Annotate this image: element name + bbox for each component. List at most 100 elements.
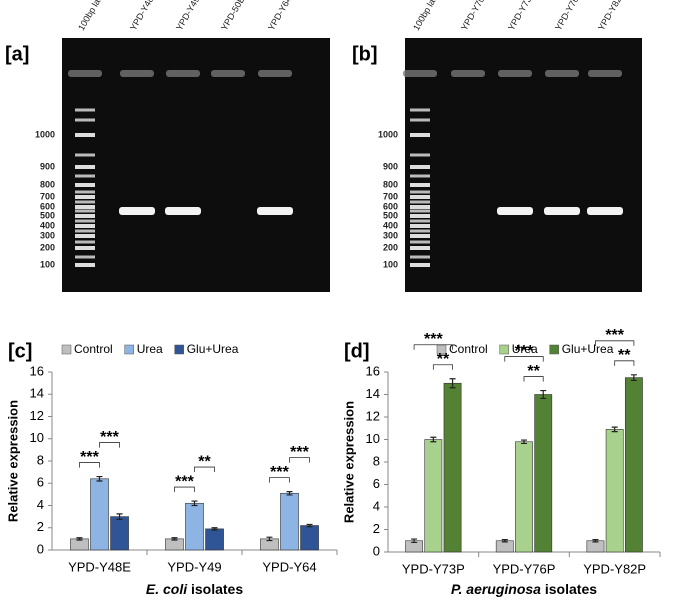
legend-label: Urea [512,342,538,356]
ladder-band [75,200,95,204]
marker-label: 1000 [378,129,398,139]
x-axis-label: P. aeruginosa isolates [451,581,597,597]
x-tick-label: YPD-Y48E [68,559,131,574]
significance-bracket [432,364,453,370]
x-axis-label-text: isolates [191,581,243,597]
x-axis-label-italic: E. coli [146,581,188,597]
ladder-band [410,214,430,218]
legend-label: Control [449,342,488,356]
x-tick-label: YPD-Y73P [402,561,465,576]
significance-bracket [194,466,215,473]
significance-bracket [595,340,635,346]
ladder-band [410,183,430,187]
significance-bracket [413,344,453,350]
significance-bracket [523,376,544,382]
error-bar [449,378,456,389]
lane-label: YPD-Y82P [596,0,626,32]
lane-label: 100bp ladder [411,0,446,32]
y-tick-label: 2 [37,519,44,534]
lane-label: YPD-50E [219,0,246,32]
significance-bracket [99,442,120,448]
significance-bracket [269,477,290,483]
legend-swatch [499,344,509,355]
ladder-band [410,246,430,250]
error-bar [211,527,218,531]
marker-label: 200 [40,242,55,252]
error-bar [521,439,527,445]
error-bar [592,539,599,543]
marker-label: 400 [40,220,55,230]
bar [534,394,553,553]
gel-a-background [62,38,330,292]
marker-label: 300 [40,230,55,240]
error-bar [306,523,313,528]
legend-label: Glu+Urea [187,342,239,356]
x-axis-label: E. coli isolates [146,581,243,597]
dna-band [587,207,623,215]
marker-label: 100 [40,259,55,269]
legend-swatch [174,344,184,355]
dna-band [497,207,533,215]
significance-label: ** [527,363,540,380]
y-tick-label: 16 [30,363,44,378]
error-bar [266,536,273,542]
y-tick-label: 8 [373,453,380,468]
lane-label: YPD-Y70P [459,0,489,32]
ladder-band [410,219,430,223]
ladder-band [410,205,430,209]
gel-well [403,70,437,77]
dna-band [119,207,155,215]
significance-bracket [504,356,544,362]
legend-swatch [61,344,72,355]
error-bar [286,490,293,496]
marker-label: 800 [40,179,55,189]
panel-label: [c] [8,340,32,362]
marker-label: 600 [40,201,55,211]
bar [110,516,129,551]
y-tick-label: 6 [37,475,44,490]
significance-bracket [614,360,635,366]
ladder-band [75,219,95,223]
error-bar [96,475,103,482]
y-tick-label: 6 [373,476,380,491]
lane-label: YPD-Y76P [553,0,583,32]
significance-bracket [79,462,100,468]
marker-label: 700 [40,191,55,201]
error-bar [76,537,83,541]
y-tick-label: 16 [366,363,380,378]
gel-well [451,70,485,77]
y-tick-label: 0 [373,543,380,558]
significance-label: ** [437,351,450,368]
y-tick-label: 10 [366,431,380,446]
ladder-band [75,108,95,112]
gel-well [588,70,622,77]
y-tick-label: 2 [373,521,380,536]
x-tick-label: YPD-Y76P [493,561,556,576]
y-tick-label: 14 [366,386,380,401]
y-tick-label: 12 [366,408,380,423]
ladder-band [75,205,95,209]
bar [90,478,109,551]
error-bar [411,538,418,544]
error-bar [630,374,637,382]
bar [205,528,224,551]
ladder-band [75,255,95,259]
lane-label: YPD-Y49E [174,0,204,32]
x-tick-label: YPD-Y82P [583,561,646,576]
error-bar [540,389,547,400]
ladder-band [75,234,95,238]
panel-label: [b] [352,43,378,65]
x-axis-label-italic: P. aeruginosa [451,581,541,597]
bar [624,377,643,553]
ladder-band [75,214,95,218]
error-bar [430,436,437,443]
lane-label: YPD-Y48E [128,0,158,32]
lane-label: YPD-Y73P [506,0,536,32]
significance-label: *** [175,473,194,490]
significance-label: *** [80,449,99,466]
marker-label: 500 [383,210,398,220]
marker-label: 1000 [35,129,55,139]
ladder-band [410,153,430,157]
ladder-band [75,153,95,157]
ladder-band [75,246,95,250]
